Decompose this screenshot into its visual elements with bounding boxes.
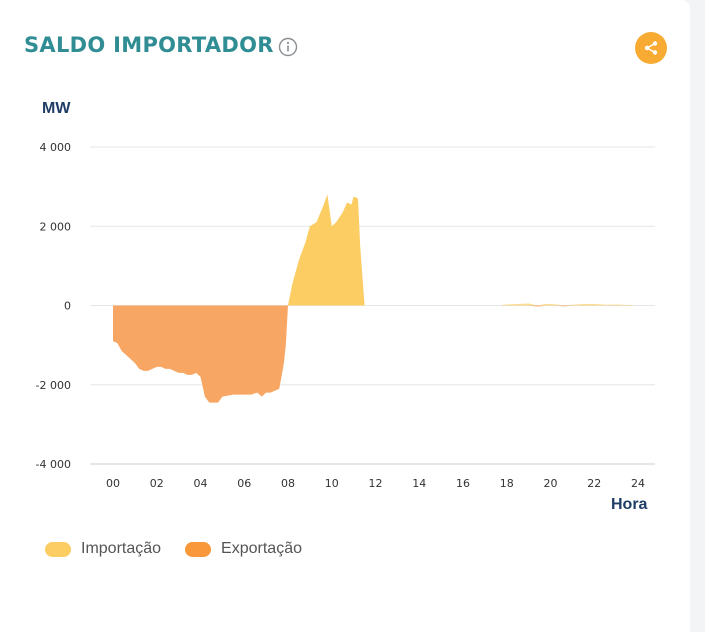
legend: Importação Exportação [45, 540, 302, 558]
x-axis-label: Hora [611, 496, 648, 513]
x-tick-label: 12 [369, 477, 383, 490]
y-tick-label: 0 [64, 300, 71, 313]
y-axis-unit: MW [42, 100, 71, 117]
x-tick-label: 22 [587, 477, 601, 490]
saldo-importador-card: SALDO IMPORTADOR MW 4 000 2 000 0 -2 000 -4 … [0, 0, 690, 632]
y-tick-label: -4 000 [36, 458, 71, 471]
x-tick-label: 00 [106, 477, 120, 490]
series-area-importacao-evening [502, 303, 634, 306]
legend-swatch-importacao [45, 541, 71, 557]
x-tick-label: 14 [412, 477, 426, 490]
series-area-importacao [288, 194, 365, 306]
x-tick-label: 06 [237, 477, 251, 490]
page-title: SALDO IMPORTADOR [24, 33, 274, 57]
y-tick-label: -2 000 [36, 379, 71, 392]
legend-item-importacao[interactable]: Importação [45, 540, 161, 558]
x-tick-label: 04 [194, 477, 208, 490]
y-tick-label: 2 000 [40, 220, 72, 233]
legend-swatch-exportacao [185, 541, 212, 557]
x-tick-label: 02 [150, 477, 164, 490]
share-icon [644, 41, 658, 55]
x-tick-label: 20 [544, 477, 558, 490]
x-tick-label: 24 [631, 477, 645, 490]
x-tick-label: 16 [456, 477, 470, 490]
legend-label-importacao: Importação [81, 540, 162, 557]
legend-item-exportacao[interactable]: Exportação [185, 540, 302, 558]
info-icon[interactable] [278, 37, 298, 57]
legend-label-exportacao: Exportação [221, 540, 302, 557]
share-button[interactable] [635, 32, 667, 64]
series-area-exportacao [113, 305, 288, 403]
x-tick-label: 10 [325, 477, 339, 490]
x-tick-label: 18 [500, 477, 514, 490]
x-tick-label: 08 [281, 477, 295, 490]
y-tick-label: 4 000 [40, 141, 72, 154]
series-area-exportacao-evening [502, 305, 634, 307]
saldo-chart: 4 000 2 000 0 -2 000 -4 000 00 02 04 06 08 10 12 14 1… [36, 141, 655, 490]
